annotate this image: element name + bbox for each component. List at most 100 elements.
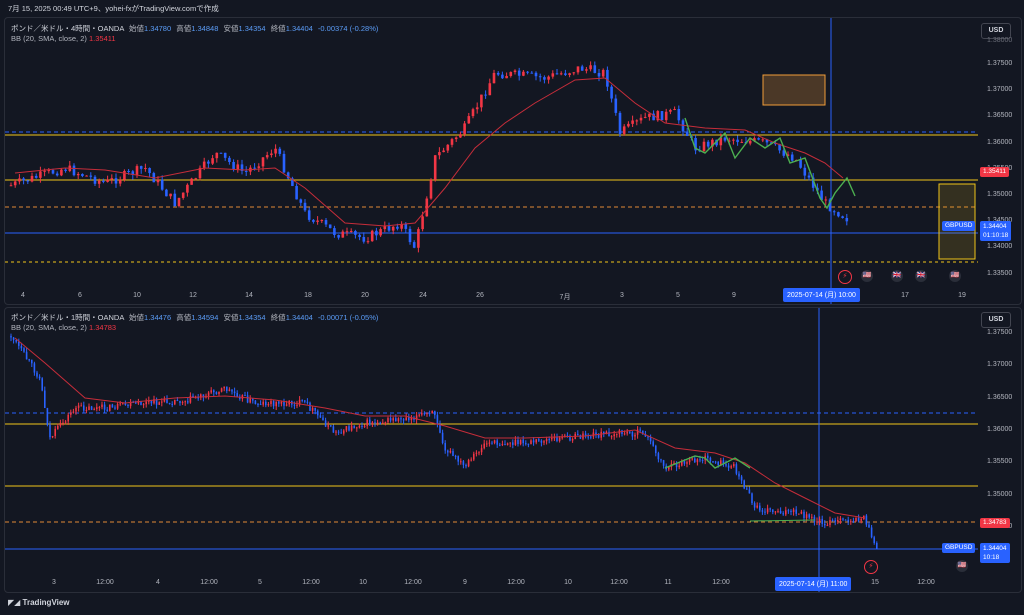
last-price: 1.34404 <box>983 223 1007 230</box>
us-flag-event-icon[interactable]: 🇺🇸 <box>956 560 968 572</box>
candle-body <box>613 434 615 437</box>
candle-body <box>556 437 558 442</box>
candle-body <box>96 407 98 410</box>
y-tick-label: 1.36000 <box>987 425 1013 433</box>
candle-body <box>158 402 160 405</box>
candle-body <box>618 112 622 134</box>
candle-body <box>656 111 660 121</box>
chart-canvas-4h[interactable] <box>5 18 1021 304</box>
candle-body <box>431 410 433 414</box>
candle-body <box>743 480 745 489</box>
us-flag-event-icon[interactable]: 🇺🇸 <box>861 270 873 282</box>
candle-body <box>753 138 756 141</box>
candle-body <box>852 521 855 523</box>
candle-body <box>740 141 744 143</box>
candle-body <box>475 452 478 454</box>
legend-ohlc-1h: ポンド／米ドル・1時間・OANDA 始値1.34476 高値1.34594 安値… <box>11 312 378 323</box>
candle-body <box>296 404 298 406</box>
candle-body <box>522 71 525 76</box>
candle-body <box>97 180 101 184</box>
currency-button[interactable]: USD <box>981 312 1011 328</box>
lightning-event-icon[interactable]: ⚡ <box>838 270 852 284</box>
candle-body <box>111 404 114 408</box>
candle-body <box>678 465 680 468</box>
candle-body <box>837 212 840 217</box>
candle-body <box>376 422 379 424</box>
candle-body <box>395 418 397 422</box>
us-flag-event-icon[interactable]: 🇺🇸 <box>949 270 961 282</box>
legend-bb-4h[interactable]: BB (20, SMA, close, 2) 1.35411 <box>11 34 116 43</box>
candle-body <box>62 422 64 424</box>
candle-body <box>538 439 540 441</box>
y-tick-label: 1.35000 <box>987 490 1013 498</box>
candle-body <box>834 520 836 522</box>
candle-body <box>51 170 55 174</box>
candle-body <box>616 433 618 435</box>
candle-body <box>253 167 256 169</box>
change-value: -0.00374 (-0.28%) <box>317 24 379 33</box>
candle-body <box>358 234 361 238</box>
candle-body <box>465 464 467 467</box>
candle-body <box>772 509 774 513</box>
candle-body <box>811 177 815 188</box>
candle-body <box>330 425 332 427</box>
uk-flag-event-icon[interactable]: 🇬🇧 <box>891 270 903 282</box>
candle-body <box>677 108 681 121</box>
candle-body <box>150 400 153 404</box>
candle-body <box>88 406 90 411</box>
candle-body <box>110 178 114 180</box>
candle-body <box>161 401 163 403</box>
lightning-event-icon[interactable]: ⚡ <box>864 560 878 574</box>
x-tick-label: 11 <box>664 579 672 586</box>
chart-canvas-1h[interactable] <box>5 308 1021 592</box>
candle-body <box>286 172 290 179</box>
candle-body <box>829 520 831 526</box>
candle-body <box>757 138 760 140</box>
candle-body <box>636 429 639 435</box>
candle-body <box>681 120 685 132</box>
x-tick-label: 12:00 <box>200 579 218 586</box>
chart-pane-1h[interactable]: ポンド／米ドル・1時間・OANDA 始値1.34476 高値1.34594 安値… <box>4 307 1022 593</box>
candle-body <box>627 123 630 127</box>
x-tick-label: 10 <box>133 292 141 299</box>
candle-body <box>236 164 240 170</box>
candle-body <box>240 164 244 171</box>
candle-body <box>349 230 353 232</box>
candle-body <box>761 139 765 141</box>
candle-body <box>841 216 844 218</box>
candle-body <box>590 436 592 438</box>
candle-body <box>384 422 387 424</box>
y-tick-label: 1.34500 <box>987 217 1012 224</box>
candle-body <box>631 431 634 437</box>
candle-body <box>514 439 517 445</box>
y-tick-label: 1.37000 <box>987 86 1013 94</box>
candle-body <box>184 401 186 403</box>
candle-body <box>85 410 88 412</box>
candle-body <box>353 425 355 429</box>
candle-body <box>371 422 374 425</box>
candle-body <box>701 460 704 462</box>
candle-body <box>652 113 655 121</box>
candle-body <box>475 107 479 110</box>
candle-body <box>587 436 589 438</box>
bb-price-badge: 1.34783 <box>980 518 1010 528</box>
legend-bb-1h[interactable]: BB (20, SMA, close, 2) 1.34783 <box>11 323 116 332</box>
candle-body <box>145 401 147 405</box>
candle-body <box>540 440 543 443</box>
uk-flag-event-icon[interactable]: 🇬🇧 <box>915 270 927 282</box>
candle-body <box>723 137 727 141</box>
x-tick-label: 12:00 <box>610 579 628 586</box>
candle-body <box>429 179 433 199</box>
candle-body <box>415 415 418 420</box>
candle-body <box>76 173 80 176</box>
candle-body <box>106 179 109 182</box>
chart-pane-4h[interactable]: ポンド／米ドル・4時間・OANDA 始値1.34780 高値1.34848 安値… <box>4 17 1022 305</box>
candle-body <box>291 178 294 186</box>
candle-body <box>828 199 832 212</box>
open-label: 始値 <box>129 313 145 322</box>
candle-body <box>127 405 129 407</box>
currency-button[interactable]: USD <box>981 23 1011 39</box>
candle-body <box>408 228 412 243</box>
candle-body <box>333 228 336 236</box>
candle-body <box>317 410 319 416</box>
